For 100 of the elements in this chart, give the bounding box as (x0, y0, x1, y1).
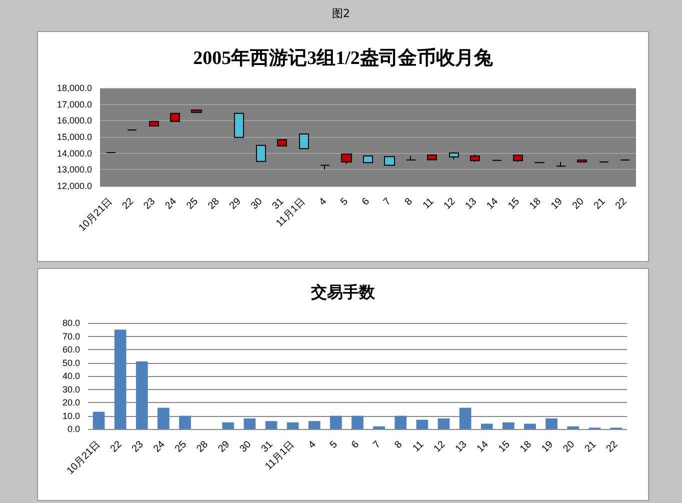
y-tick-label: 13,000.0 (56, 164, 92, 175)
candlestick (191, 108, 202, 113)
x-tick-label: 29 (228, 196, 244, 212)
bar (158, 408, 170, 429)
bar (330, 416, 342, 429)
y-tick-label: 0.0 (67, 424, 80, 434)
x-tick-label: 13 (463, 196, 480, 212)
x-tick-label: 21 (582, 438, 599, 455)
x-tick-label: 20 (570, 196, 587, 212)
bar (136, 361, 148, 429)
bar (502, 422, 514, 429)
x-tick-label: 22 (108, 438, 125, 455)
bar (179, 416, 191, 429)
candlestick (320, 164, 330, 170)
x-tick-label: 12 (432, 438, 448, 455)
bar (416, 420, 428, 429)
x-tick-label: 25 (184, 196, 201, 212)
x-tick-label: 10月21日 (65, 439, 103, 477)
y-tick-label: 70.0 (62, 331, 80, 342)
x-tick-label: 22 (614, 196, 630, 212)
x-tick-label: 6 (360, 196, 372, 208)
x-tick-label: 8 (403, 196, 416, 208)
x-tick-label: 30 (238, 438, 254, 455)
x-tick-label: 23 (142, 196, 158, 212)
x-tick-label: 21 (592, 196, 608, 212)
x-tick-label: 7 (382, 196, 394, 208)
candlestick (234, 112, 244, 138)
x-tick-label: 7 (371, 438, 384, 451)
y-tick-label: 40.0 (62, 371, 80, 381)
chart-title: 2005年西游记3组1/2盎司金币收月兔 (193, 47, 494, 69)
x-tick-label: 11 (410, 438, 426, 454)
y-tick-label: 10.0 (62, 410, 80, 421)
bar (394, 416, 407, 429)
bar (222, 422, 234, 429)
bar (567, 426, 580, 429)
candlestick (299, 132, 309, 150)
y-tick-label: 12,000.0 (56, 181, 92, 191)
bar (524, 424, 536, 429)
caption: 图2 (331, 6, 351, 21)
x-tick-label: 4 (306, 438, 319, 451)
x-tick-label: 14 (475, 438, 492, 455)
bar (114, 330, 126, 429)
x-tick-label: 30 (249, 196, 266, 212)
bar (265, 421, 278, 429)
x-tick-label: 4 (317, 196, 330, 208)
x-tick-label: 10月21日 (76, 196, 115, 234)
x-tick-label: 18 (528, 196, 544, 212)
bar (546, 418, 558, 429)
y-tick-label: 14,000.0 (56, 148, 92, 158)
x-tick-label: 22 (604, 438, 620, 455)
x-tick-label: 25 (173, 438, 190, 455)
x-tick-label: 19 (540, 438, 556, 455)
x-tick-label: 22 (120, 196, 136, 212)
bar (308, 421, 320, 429)
x-tick-label: 29 (216, 438, 232, 455)
bar (438, 418, 450, 429)
x-tick-label: 18 (518, 438, 534, 455)
bar (373, 426, 385, 429)
x-tick-label: 15 (496, 438, 513, 455)
candlestick (556, 161, 566, 167)
x-tick-label: 14 (484, 196, 501, 212)
x-tick-label: 24 (152, 438, 168, 455)
bar (92, 412, 105, 429)
candlestick (384, 156, 395, 166)
bar (459, 408, 472, 429)
y-tick-label: 80.0 (62, 318, 80, 328)
x-tick-label: 6 (350, 438, 362, 451)
chart-title: 交易手数 (310, 282, 376, 302)
candlestick (277, 139, 287, 146)
candlestick (577, 160, 587, 162)
x-tick-label: 31 (270, 196, 286, 212)
candlestick (513, 154, 523, 162)
candlestick (449, 152, 459, 160)
candlestick (363, 155, 373, 164)
candlestick (170, 112, 180, 122)
x-tick-label: 19 (549, 196, 566, 212)
x-tick-label: 28 (194, 438, 211, 455)
x-tick-label: 8 (392, 438, 405, 451)
x-tick-label: 23 (130, 438, 146, 455)
x-tick-label: 20 (561, 438, 578, 455)
bar (286, 422, 299, 429)
y-tick-label: 20.0 (62, 398, 80, 408)
candlestick (149, 120, 159, 127)
x-tick-label: 15 (506, 196, 522, 212)
candlestick (256, 144, 266, 162)
x-tick-label: 13 (454, 438, 470, 455)
bar (244, 418, 256, 429)
y-tick-label: 60.0 (62, 344, 80, 354)
x-tick-label: 5 (338, 196, 351, 208)
y-tick-label: 17,000.0 (56, 99, 92, 110)
x-tick-label: 12 (442, 196, 458, 212)
y-tick-label: 16,000.0 (56, 116, 92, 126)
y-tick-label: 50.0 (62, 358, 80, 368)
bar (352, 416, 364, 429)
candlestick (406, 155, 416, 161)
candlestick (341, 153, 352, 164)
y-tick-label: 18,000.0 (56, 83, 92, 93)
x-tick-label: 11 (421, 196, 437, 212)
candlestick (470, 154, 480, 162)
y-tick-label: 30.0 (62, 384, 80, 394)
